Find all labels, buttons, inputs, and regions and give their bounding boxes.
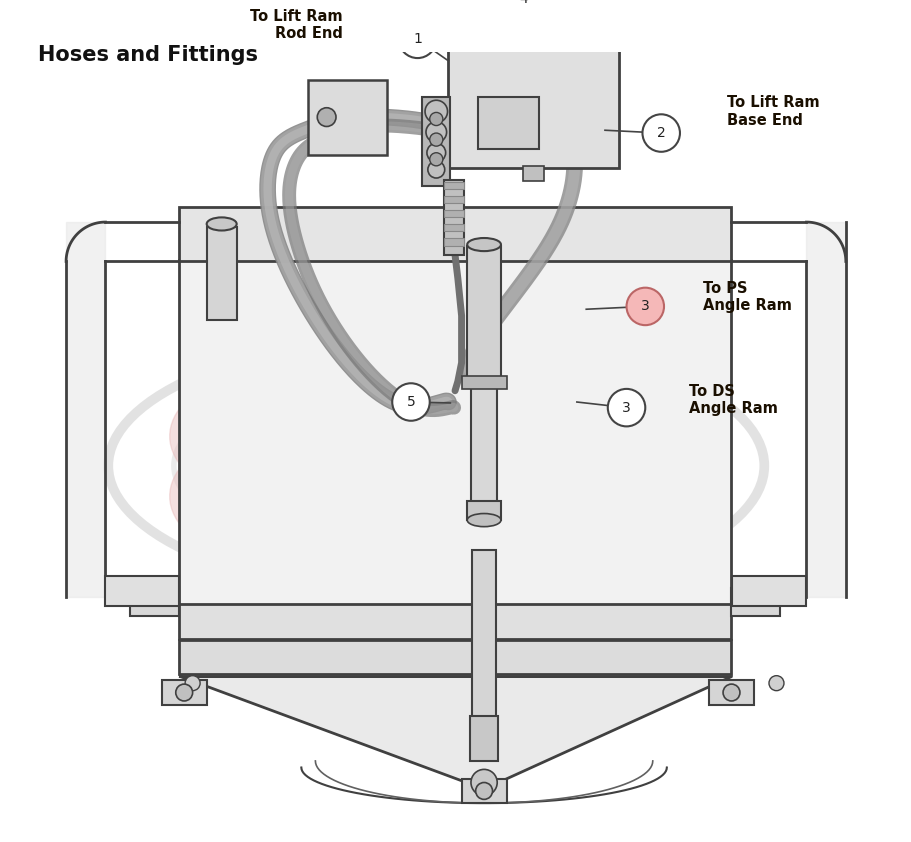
Bar <box>444 238 465 246</box>
Bar <box>462 779 507 803</box>
Bar <box>444 182 465 189</box>
Bar <box>732 588 780 616</box>
Polygon shape <box>67 222 106 597</box>
Circle shape <box>430 133 443 147</box>
Bar <box>422 98 450 186</box>
Circle shape <box>769 675 784 690</box>
Text: To PS
Angle Ram: To PS Angle Ram <box>703 281 793 313</box>
Bar <box>179 259 732 606</box>
Bar <box>106 576 179 606</box>
Circle shape <box>427 143 445 163</box>
Circle shape <box>425 100 447 123</box>
Text: 4: 4 <box>519 0 527 6</box>
Circle shape <box>608 389 645 426</box>
Circle shape <box>430 152 443 166</box>
Circle shape <box>471 770 497 796</box>
Bar <box>179 604 732 639</box>
Circle shape <box>476 782 493 799</box>
Circle shape <box>642 115 680 152</box>
Circle shape <box>426 122 446 142</box>
Text: 3: 3 <box>622 401 631 414</box>
Ellipse shape <box>467 238 501 251</box>
Bar <box>444 180 465 255</box>
Bar <box>472 550 496 719</box>
Circle shape <box>627 288 664 325</box>
Circle shape <box>399 20 436 58</box>
Bar <box>524 166 544 181</box>
Text: To DS
Angle Ram: To DS Angle Ram <box>690 384 778 416</box>
Ellipse shape <box>207 217 237 231</box>
Text: SPECIALISTS: SPECIALISTS <box>347 466 536 493</box>
Circle shape <box>535 0 576 41</box>
Circle shape <box>176 684 192 701</box>
Bar <box>467 246 501 381</box>
Text: EQUIPMENT: EQUIPMENT <box>353 429 528 456</box>
Bar <box>308 80 386 155</box>
Bar <box>179 207 732 261</box>
Bar <box>467 501 501 520</box>
Bar <box>448 39 619 168</box>
Bar <box>161 680 207 705</box>
Circle shape <box>428 161 445 178</box>
Polygon shape <box>806 222 845 597</box>
Polygon shape <box>180 677 732 789</box>
Circle shape <box>393 383 430 421</box>
Text: To Lift Ram
Base End: To Lift Ram Base End <box>727 95 819 128</box>
Text: 3: 3 <box>641 300 650 313</box>
Bar <box>444 224 465 232</box>
Bar <box>444 196 465 203</box>
Bar <box>130 588 179 616</box>
Bar <box>471 380 497 504</box>
Bar <box>179 640 732 674</box>
Bar <box>709 680 754 705</box>
Bar <box>444 210 465 217</box>
Bar <box>478 98 539 149</box>
Text: To Lift Ram
Rod End: To Lift Ram Rod End <box>250 9 343 41</box>
Text: 2: 2 <box>657 126 666 140</box>
Circle shape <box>317 108 336 126</box>
Text: Hoses and Fittings: Hoses and Fittings <box>38 45 258 65</box>
Circle shape <box>505 0 542 18</box>
Bar <box>732 576 805 606</box>
Ellipse shape <box>467 514 501 526</box>
Bar <box>207 226 237 321</box>
Circle shape <box>185 675 200 690</box>
Text: 1: 1 <box>413 32 422 46</box>
Circle shape <box>723 684 740 701</box>
Bar <box>462 376 507 389</box>
Circle shape <box>430 113 443 125</box>
Bar <box>470 716 498 761</box>
Text: 5: 5 <box>406 395 415 409</box>
